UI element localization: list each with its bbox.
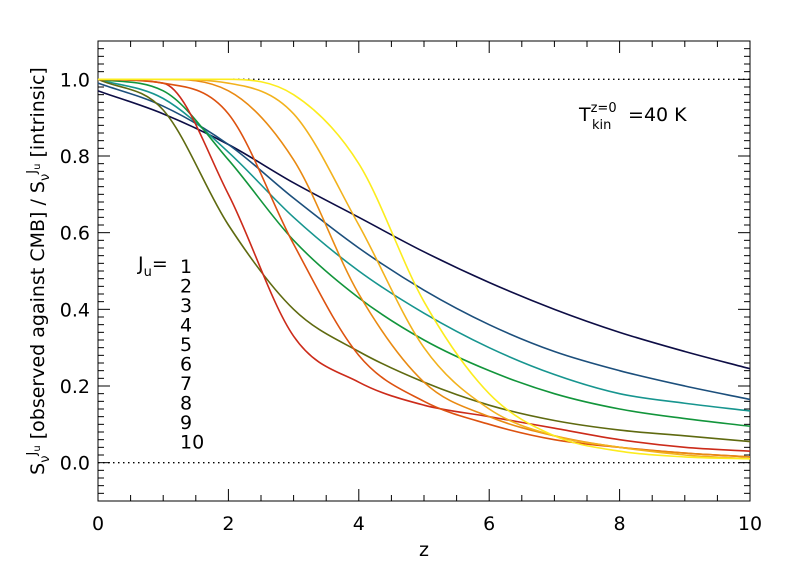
legend-title: Ju=	[137, 253, 168, 280]
y-label-sub2: ν	[38, 174, 53, 181]
y-label-sub1: ν	[38, 456, 53, 463]
y-label-base1: S	[27, 463, 49, 475]
legend-entry-2: 2	[180, 276, 192, 298]
series-line-9	[97, 78, 751, 460]
legend-title-eq: =	[152, 253, 168, 275]
x-axis-label: z	[419, 539, 429, 561]
series-line-2	[97, 82, 751, 401]
annotation-temperature: Tz=0 kin =40 K	[578, 101, 687, 133]
x-tick-label: 8	[614, 513, 626, 535]
legend-entry-3: 3	[180, 295, 192, 317]
series-line-8	[97, 78, 751, 458]
y-label-supsub1: u	[32, 445, 43, 451]
y-tick-label: 0.8	[60, 146, 90, 168]
legend-title-sub: u	[144, 265, 152, 280]
x-tick-label: 0	[92, 513, 104, 535]
legend-entry-9: 9	[180, 412, 192, 434]
legend-entry-4: 4	[180, 315, 192, 337]
legend-entry-1: 1	[180, 256, 192, 278]
y-tick-label: 0.0	[60, 453, 90, 475]
y-tick-label: 0.4	[60, 299, 90, 321]
legend-entry-5: 5	[180, 334, 192, 356]
annotation-sub: kin	[592, 118, 611, 133]
y-label-sup1: J	[25, 452, 40, 457]
y-label-supsub2: u	[32, 164, 43, 170]
y-tick-label: 1.0	[60, 69, 90, 91]
annotation-sup: z=0	[591, 101, 617, 116]
series-line-1	[97, 90, 751, 370]
series-line-5	[97, 78, 751, 443]
x-tick-label: 4	[353, 513, 365, 535]
reference-lines	[98, 78, 750, 464]
x-tick-label: 6	[483, 513, 495, 535]
y-label-mid: [observed against CMB] /	[27, 193, 49, 445]
y-label-base2: S	[27, 181, 49, 193]
annotation-rest: =40 K	[622, 104, 687, 126]
series-line-3	[97, 78, 751, 412]
x-tick-label: 2	[222, 513, 234, 535]
y-label-tail: [intrinsic]	[27, 67, 49, 163]
legend-title-base: J	[137, 253, 144, 275]
axis-ticks: 0 2 4 6 8 10 0.0 0.2 0.4 0.6 0.8 1.0	[60, 40, 762, 535]
series-line-7	[97, 78, 751, 458]
x-tick-label: 10	[738, 513, 762, 535]
legend-entry-7: 7	[180, 373, 192, 395]
annotation-base: T	[578, 104, 591, 126]
legend-entry-6: 6	[180, 354, 192, 376]
series-line-4	[97, 78, 751, 428]
legend-entry-10: 10	[180, 432, 204, 454]
y-tick-label: 0.6	[60, 223, 90, 245]
series-line-6	[97, 78, 751, 452]
y-tick-label: 0.2	[60, 376, 90, 398]
legend-entry-8: 8	[180, 393, 192, 415]
y-axis-label: SνJu [observed against CMB] / SνJu [intr…	[25, 67, 53, 475]
series-lines	[97, 78, 751, 460]
y-label-sup2: J	[25, 170, 40, 175]
series-line-10	[97, 78, 751, 460]
